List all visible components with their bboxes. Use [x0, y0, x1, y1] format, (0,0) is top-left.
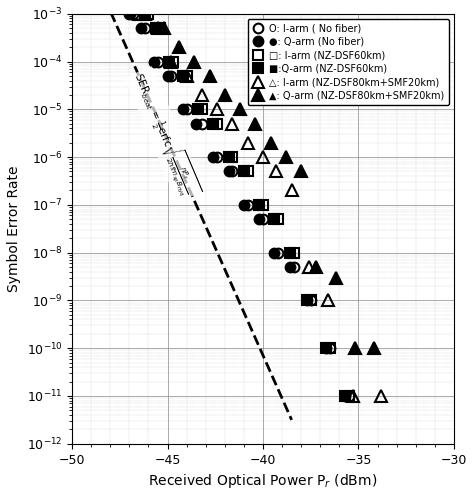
X-axis label: Received Optical Power P$_r$ (dBm): Received Optical Power P$_r$ (dBm) [148, 472, 378, 490]
Legend: O: I-arm ( No fiber), ●: Q-arm (No fiber), □: I-arm (NZ-DSF60km), ■:Q-arm (NZ-DS: O: I-arm ( No fiber), ●: Q-arm (No fiber… [247, 18, 449, 105]
Text: $\mathrm{SER}_{beat}$ = $\frac{1}{2}$erfc$\sqrt{\frac{\eta P_r}{2hfm_{sp}B_{nyq}: $\mathrm{SER}_{beat}$ = $\frac{1}{2}$erf… [126, 68, 203, 201]
Y-axis label: Symbol Error Rate: Symbol Error Rate [7, 166, 21, 292]
